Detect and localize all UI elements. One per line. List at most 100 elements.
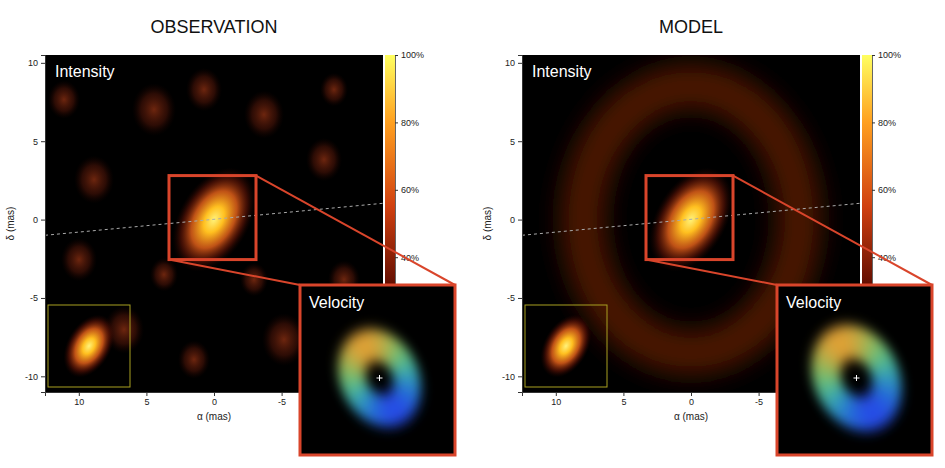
tick-mark [872, 55, 875, 56]
axis-line [518, 56, 523, 393]
annotation: Intensity [532, 63, 592, 80]
tick-mark [282, 392, 283, 396]
centre-marker [377, 375, 383, 381]
tick: 5 [33, 137, 45, 147]
tick-mark [518, 63, 522, 64]
tick-label: 5 [621, 397, 626, 407]
tick-mark [41, 220, 45, 221]
tick-mark [518, 141, 522, 142]
tick-label: 5 [510, 137, 515, 147]
tick-label: -5 [755, 397, 763, 407]
tick: 10 [74, 392, 84, 407]
zoom-box [169, 176, 256, 260]
tick-mark [41, 141, 45, 142]
connector [646, 260, 777, 285]
faint-emission [61, 238, 97, 281]
panel: MODEL1050-51050-5-10α (mas)δ (mas)40%60%… [482, 17, 932, 455]
tick: -10 [25, 372, 45, 382]
y-axis: 10 5 0 -5 -10 [25, 56, 46, 393]
tick-mark [691, 392, 692, 396]
y-axis-title: δ (mas) [482, 207, 493, 241]
connector [169, 260, 300, 285]
annotation: Velocity [786, 294, 841, 311]
velocity-inset [300, 285, 455, 455]
tick-label: 80% [401, 118, 419, 128]
tick-mark [556, 392, 557, 396]
tick-label: 100% [401, 50, 424, 60]
dashed-line [522, 203, 860, 235]
velocity-segment [828, 328, 849, 363]
tick: 0 [510, 215, 522, 225]
faint-emission [132, 83, 176, 136]
tick: -10 [502, 372, 522, 382]
x-axis-title: α (mas) [674, 411, 708, 422]
tick-label: 10 [74, 397, 84, 407]
tick-label: 0 [689, 397, 694, 407]
tick-mark [41, 298, 45, 299]
faint-emission [150, 258, 178, 292]
figure: OBSERVATION 10 5 0 -5 10 5 0 -5 -10 α (mas) δ (mas)… [0, 0, 945, 468]
tick-mark [146, 392, 147, 396]
tick-label: 0 [33, 215, 38, 225]
panel-title: OBSERVATION [150, 17, 277, 37]
tick-label: 10 [28, 58, 38, 68]
tick: 100% [395, 50, 424, 60]
tick: -5 [507, 293, 522, 303]
connector [256, 176, 455, 285]
tick-label: 0 [212, 397, 217, 407]
tick: 0 [212, 392, 217, 407]
tick-label: -5 [30, 293, 38, 303]
faint-emission [178, 340, 210, 378]
tick-label: 0 [510, 215, 515, 225]
centre-marker [854, 375, 860, 381]
tick-label: 100% [878, 50, 901, 60]
tick-label: 5 [144, 397, 149, 407]
tick-label: 5 [33, 137, 38, 147]
faint-emission [186, 68, 222, 111]
tick-label: -10 [502, 372, 515, 382]
tick-mark [759, 392, 760, 396]
tick: -5 [278, 392, 286, 407]
tick-mark [518, 220, 522, 221]
y-axis-title: δ (mas) [5, 207, 16, 241]
tick-mark [872, 122, 875, 123]
faint-emission [240, 263, 268, 297]
velocity-segment [353, 332, 372, 365]
tick-mark [41, 63, 45, 64]
tick-mark [518, 376, 522, 377]
panel-title: MODEL [659, 17, 723, 37]
tick-label: -10 [25, 372, 38, 382]
tick-mark [395, 257, 398, 258]
tick: 60% [395, 185, 419, 195]
tick-label: 60% [878, 185, 896, 195]
tick: 10 [28, 58, 45, 68]
faint-emission [244, 91, 284, 139]
tick-mark [623, 392, 624, 396]
tick: 5 [144, 392, 149, 407]
tick-mark [518, 298, 522, 299]
tick: 10 [505, 58, 522, 68]
x-axis-title: α (mas) [197, 411, 231, 422]
tick-label: 80% [878, 118, 896, 128]
tick: 80% [872, 118, 896, 128]
tick: -5 [755, 392, 763, 407]
beam-box [525, 305, 607, 387]
tick-label: -5 [507, 293, 515, 303]
annotation: Velocity [309, 294, 364, 311]
beam [53, 306, 125, 387]
tick: 80% [395, 118, 419, 128]
tick-mark [395, 122, 398, 123]
tick: 5 [621, 392, 626, 407]
axis-line [41, 56, 46, 393]
velocity-inset [777, 285, 932, 455]
tick-mark [395, 55, 398, 56]
tick: 10 [551, 392, 561, 407]
faint-emission [320, 73, 348, 107]
velocity-ring [795, 310, 919, 446]
tick-mark [872, 257, 875, 258]
tick: 0 [33, 215, 45, 225]
annotation: Intensity [55, 63, 115, 80]
connector [733, 176, 932, 285]
faint-emission [306, 138, 342, 181]
faint-emission [74, 156, 114, 204]
